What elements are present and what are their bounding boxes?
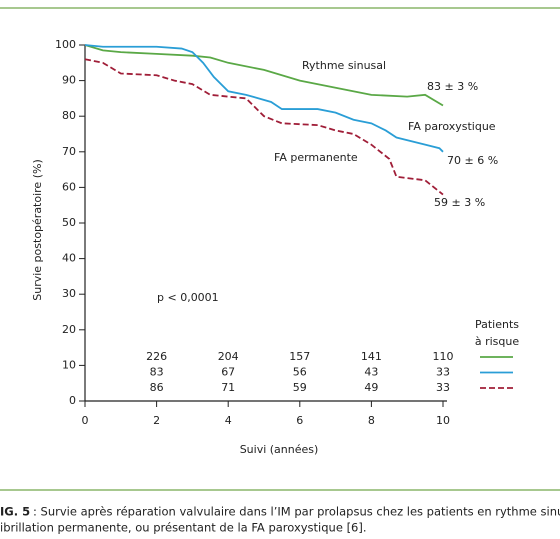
end-label: 83 ± 3 % [427,80,478,93]
x-axis-label: Suivi (années) [240,443,319,456]
at-risk-count: 157 [289,350,310,363]
y-tick-label: 40 [62,252,76,265]
at-risk-count: 33 [436,381,450,394]
at-risk-count: 141 [361,350,382,363]
y-tick-label: 50 [62,216,76,229]
y-tick-label: 20 [62,323,76,336]
at-risk-count: 204 [218,350,239,363]
caption-text: ibrillation permanente, ou présentant de… [0,521,367,535]
at-risk-count: 110 [433,350,454,363]
survival-line [84,58,444,196]
at-risk-count: 33 [436,366,450,379]
x-tick-label: 2 [153,414,160,427]
survival-line [84,44,444,107]
at-risk-count: 83 [150,366,164,379]
y-tick-label: 60 [62,180,76,193]
caption-label: IG. 5 [0,505,30,519]
at-risk-count: 56 [293,366,307,379]
x-tick-label: 10 [436,414,450,427]
p-value: p < 0,0001 [157,291,219,304]
x-tick-label: 6 [296,414,303,427]
series-label: FA permanente [274,151,358,164]
x-tick-label: 4 [225,414,232,427]
x-tick-label: 8 [368,414,375,427]
at-risk-count: 86 [150,381,164,394]
y-axis-label: Survie postopératoire (%) [31,159,44,301]
at-risk-title: à risque [475,335,520,348]
at-risk-count: 71 [221,381,235,394]
at-risk-count: 67 [221,366,235,379]
series-label: FA paroxystique [408,120,496,133]
at-risk-count: 59 [293,381,307,394]
y-tick-label: 10 [62,358,76,371]
y-tick-label: 0 [69,394,76,407]
y-tick-label: 70 [62,145,76,158]
at-risk-count: 226 [146,350,167,363]
y-tick-label: 100 [55,38,76,51]
caption-text: : Survie après réparation valvulaire dan… [33,505,560,519]
at-risk-count: 43 [364,366,378,379]
y-tick-label: 30 [62,287,76,300]
y-tick-label: 90 [62,74,76,87]
x-tick-label: 0 [82,414,89,427]
series-label: Rythme sinusal [302,59,386,72]
at-risk-count: 49 [364,381,378,394]
end-label: 70 ± 6 % [447,154,498,167]
y-tick-label: 80 [62,109,76,122]
survival-line [84,44,444,153]
at-risk-title: Patients [475,318,519,331]
end-label: 59 ± 3 % [434,196,485,209]
